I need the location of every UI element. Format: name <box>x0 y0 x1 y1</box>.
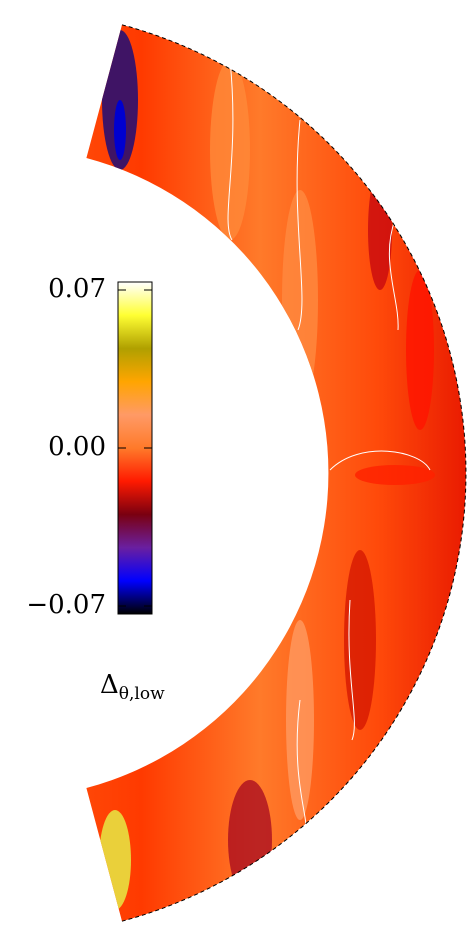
colorbar: −0.07 0.00 0.07 <box>26 274 153 620</box>
colorbar-tick-label: 0.07 <box>48 274 106 304</box>
colorbar-tick-label: −0.07 <box>26 590 106 620</box>
colorbar-label: Δθ,low <box>100 670 165 704</box>
outer-boundary <box>121 24 467 922</box>
colorbar-tick-label: 0.00 <box>48 432 106 462</box>
